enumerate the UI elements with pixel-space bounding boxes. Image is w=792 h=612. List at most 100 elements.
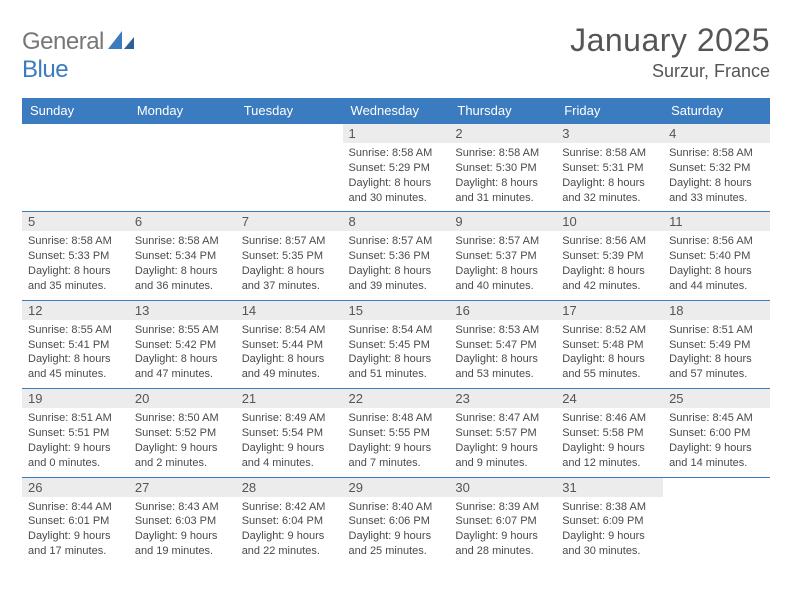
day-number: 31 bbox=[556, 477, 663, 497]
day-number: 23 bbox=[449, 389, 556, 409]
day-header: Wednesday bbox=[343, 98, 450, 124]
day-number: 16 bbox=[449, 300, 556, 320]
day-cell: Sunrise: 8:40 AMSunset: 6:06 PMDaylight:… bbox=[343, 497, 450, 565]
day-number: 22 bbox=[343, 389, 450, 409]
logo-word-blue: Blue bbox=[22, 56, 68, 83]
day-cell: Sunrise: 8:47 AMSunset: 5:57 PMDaylight:… bbox=[449, 408, 556, 477]
day-cell: Sunrise: 8:45 AMSunset: 6:00 PMDaylight:… bbox=[663, 408, 770, 477]
day-header-row: SundayMondayTuesdayWednesdayThursdayFrid… bbox=[22, 98, 770, 124]
day-body-row: Sunrise: 8:51 AMSunset: 5:51 PMDaylight:… bbox=[22, 408, 770, 477]
day-number-row: 12131415161718 bbox=[22, 300, 770, 320]
day-number: 24 bbox=[556, 389, 663, 409]
day-header: Sunday bbox=[22, 98, 129, 124]
empty-cell bbox=[22, 124, 129, 144]
day-number: 5 bbox=[22, 212, 129, 232]
day-number: 29 bbox=[343, 477, 450, 497]
day-cell: Sunrise: 8:49 AMSunset: 5:54 PMDaylight:… bbox=[236, 408, 343, 477]
day-cell: Sunrise: 8:57 AMSunset: 5:37 PMDaylight:… bbox=[449, 231, 556, 300]
day-cell: Sunrise: 8:53 AMSunset: 5:47 PMDaylight:… bbox=[449, 320, 556, 389]
day-body-row: Sunrise: 8:44 AMSunset: 6:01 PMDaylight:… bbox=[22, 497, 770, 565]
day-number-row: 19202122232425 bbox=[22, 389, 770, 409]
month-title: January 2025 bbox=[570, 22, 770, 59]
day-number: 27 bbox=[129, 477, 236, 497]
day-cell: Sunrise: 8:51 AMSunset: 5:49 PMDaylight:… bbox=[663, 320, 770, 389]
day-cell: Sunrise: 8:54 AMSunset: 5:45 PMDaylight:… bbox=[343, 320, 450, 389]
header: GeneralBlue January 2025 Surzur, France bbox=[22, 22, 770, 84]
day-cell: Sunrise: 8:43 AMSunset: 6:03 PMDaylight:… bbox=[129, 497, 236, 565]
day-number: 13 bbox=[129, 300, 236, 320]
day-cell: Sunrise: 8:58 AMSunset: 5:29 PMDaylight:… bbox=[343, 143, 450, 212]
day-number: 10 bbox=[556, 212, 663, 232]
day-cell: Sunrise: 8:58 AMSunset: 5:30 PMDaylight:… bbox=[449, 143, 556, 212]
day-number: 11 bbox=[663, 212, 770, 232]
day-header: Friday bbox=[556, 98, 663, 124]
day-body-row: Sunrise: 8:55 AMSunset: 5:41 PMDaylight:… bbox=[22, 320, 770, 389]
day-cell: Sunrise: 8:54 AMSunset: 5:44 PMDaylight:… bbox=[236, 320, 343, 389]
day-body-row: Sunrise: 8:58 AMSunset: 5:29 PMDaylight:… bbox=[22, 143, 770, 212]
day-number: 12 bbox=[22, 300, 129, 320]
day-number: 20 bbox=[129, 389, 236, 409]
day-number: 30 bbox=[449, 477, 556, 497]
day-number-row: 1234 bbox=[22, 124, 770, 144]
day-number: 25 bbox=[663, 389, 770, 409]
day-cell: Sunrise: 8:58 AMSunset: 5:32 PMDaylight:… bbox=[663, 143, 770, 212]
day-number: 15 bbox=[343, 300, 450, 320]
day-cell: Sunrise: 8:56 AMSunset: 5:40 PMDaylight:… bbox=[663, 231, 770, 300]
day-number: 26 bbox=[22, 477, 129, 497]
title-block: January 2025 Surzur, France bbox=[570, 22, 770, 82]
empty-cell bbox=[663, 497, 770, 565]
day-cell: Sunrise: 8:44 AMSunset: 6:01 PMDaylight:… bbox=[22, 497, 129, 565]
location: Surzur, France bbox=[570, 61, 770, 82]
day-header: Tuesday bbox=[236, 98, 343, 124]
day-number: 6 bbox=[129, 212, 236, 232]
day-cell: Sunrise: 8:52 AMSunset: 5:48 PMDaylight:… bbox=[556, 320, 663, 389]
calendar-page: GeneralBlue January 2025 Surzur, France … bbox=[0, 0, 792, 565]
empty-cell bbox=[129, 124, 236, 144]
day-cell: Sunrise: 8:57 AMSunset: 5:36 PMDaylight:… bbox=[343, 231, 450, 300]
logo-text: GeneralBlue bbox=[22, 28, 134, 84]
day-cell: Sunrise: 8:42 AMSunset: 6:04 PMDaylight:… bbox=[236, 497, 343, 565]
day-cell: Sunrise: 8:56 AMSunset: 5:39 PMDaylight:… bbox=[556, 231, 663, 300]
day-cell: Sunrise: 8:55 AMSunset: 5:41 PMDaylight:… bbox=[22, 320, 129, 389]
empty-cell bbox=[236, 143, 343, 212]
day-number-row: 567891011 bbox=[22, 212, 770, 232]
day-header: Monday bbox=[129, 98, 236, 124]
day-number: 4 bbox=[663, 124, 770, 144]
day-cell: Sunrise: 8:58 AMSunset: 5:31 PMDaylight:… bbox=[556, 143, 663, 212]
day-number-row: 262728293031 bbox=[22, 477, 770, 497]
day-cell: Sunrise: 8:55 AMSunset: 5:42 PMDaylight:… bbox=[129, 320, 236, 389]
day-number: 19 bbox=[22, 389, 129, 409]
day-cell: Sunrise: 8:48 AMSunset: 5:55 PMDaylight:… bbox=[343, 408, 450, 477]
empty-cell bbox=[663, 477, 770, 497]
logo-word-general: General bbox=[22, 28, 104, 55]
day-cell: Sunrise: 8:38 AMSunset: 6:09 PMDaylight:… bbox=[556, 497, 663, 565]
day-number: 3 bbox=[556, 124, 663, 144]
day-number: 7 bbox=[236, 212, 343, 232]
day-number: 8 bbox=[343, 212, 450, 232]
day-number: 14 bbox=[236, 300, 343, 320]
day-cell: Sunrise: 8:58 AMSunset: 5:34 PMDaylight:… bbox=[129, 231, 236, 300]
logo: GeneralBlue bbox=[22, 28, 134, 84]
day-cell: Sunrise: 8:50 AMSunset: 5:52 PMDaylight:… bbox=[129, 408, 236, 477]
day-number: 9 bbox=[449, 212, 556, 232]
calendar-table: SundayMondayTuesdayWednesdayThursdayFrid… bbox=[22, 98, 770, 565]
logo-sail-icon bbox=[108, 31, 134, 49]
day-number: 28 bbox=[236, 477, 343, 497]
day-header: Saturday bbox=[663, 98, 770, 124]
calendar-head: SundayMondayTuesdayWednesdayThursdayFrid… bbox=[22, 98, 770, 124]
day-number: 21 bbox=[236, 389, 343, 409]
day-cell: Sunrise: 8:46 AMSunset: 5:58 PMDaylight:… bbox=[556, 408, 663, 477]
day-number: 18 bbox=[663, 300, 770, 320]
day-number: 1 bbox=[343, 124, 450, 144]
day-number: 17 bbox=[556, 300, 663, 320]
empty-cell bbox=[236, 124, 343, 144]
day-cell: Sunrise: 8:39 AMSunset: 6:07 PMDaylight:… bbox=[449, 497, 556, 565]
day-cell: Sunrise: 8:57 AMSunset: 5:35 PMDaylight:… bbox=[236, 231, 343, 300]
day-body-row: Sunrise: 8:58 AMSunset: 5:33 PMDaylight:… bbox=[22, 231, 770, 300]
day-cell: Sunrise: 8:58 AMSunset: 5:33 PMDaylight:… bbox=[22, 231, 129, 300]
day-header: Thursday bbox=[449, 98, 556, 124]
calendar-body: 1234Sunrise: 8:58 AMSunset: 5:29 PMDayli… bbox=[22, 124, 770, 565]
empty-cell bbox=[22, 143, 129, 212]
day-cell: Sunrise: 8:51 AMSunset: 5:51 PMDaylight:… bbox=[22, 408, 129, 477]
empty-cell bbox=[129, 143, 236, 212]
